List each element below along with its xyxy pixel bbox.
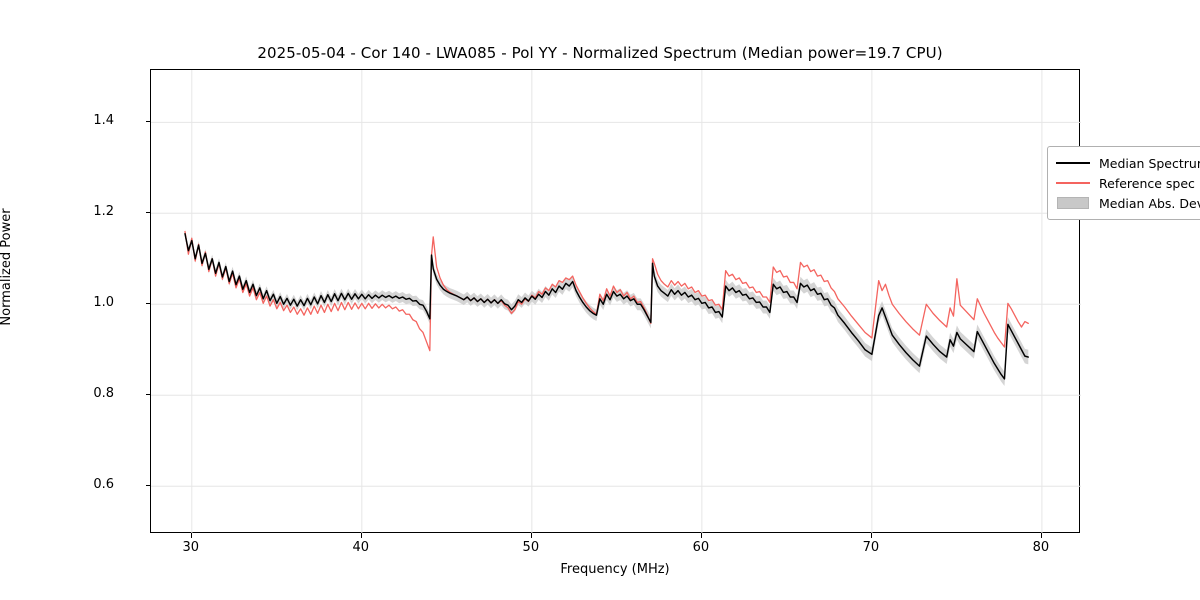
x-tick-label: 70 (862, 540, 880, 555)
x-tick-mark (360, 533, 362, 538)
y-tick-label: 1.2 (93, 204, 114, 220)
y-tick-mark (146, 394, 151, 396)
x-tick-mark (700, 533, 702, 538)
legend-swatch-line-icon (1056, 176, 1090, 190)
legend-label: Median Spectrum (1099, 155, 1200, 171)
x-tick-label: 80 (1032, 540, 1050, 555)
x-tick-mark (190, 533, 192, 538)
legend[interactable]: Median Spectrum Reference spec Median Ab… (1047, 146, 1200, 220)
y-tick-label: 1.0 (93, 295, 114, 311)
legend-label: Reference spec (1099, 175, 1195, 191)
x-tick-mark (1040, 533, 1042, 538)
plot-axes: Median Spectrum Reference spec Median Ab… (150, 69, 1200, 534)
median-abs-dev-band (185, 229, 1029, 387)
y-tick-label: 1.4 (93, 113, 114, 129)
y-tick-mark (146, 485, 151, 487)
legend-item-median-spectrum[interactable]: Median Spectrum (1056, 153, 1200, 173)
x-tick-label: 40 (352, 540, 370, 555)
legend-swatch-line-icon (1056, 156, 1090, 170)
reference-spec-line (184, 230, 1029, 352)
x-axis-label: Frequency (MHz) (560, 562, 670, 577)
legend-label: Median Abs. Dev. (1099, 195, 1200, 211)
y-tick-mark (146, 212, 151, 214)
y-tick-label: 0.8 (93, 386, 114, 402)
page-title: 2025-05-04 - Cor 140 - LWA085 - Pol YY -… (257, 44, 943, 62)
y-axis-label-text: Normalized Power (0, 208, 14, 326)
legend-swatch-patch-icon (1056, 196, 1090, 210)
median-spectrum-line (184, 233, 1030, 380)
legend-item-reference-spec[interactable]: Reference spec (1056, 173, 1200, 193)
x-tick-mark (870, 533, 872, 538)
x-tick-label: 30 (182, 540, 200, 555)
y-tick-mark (146, 303, 151, 305)
x-tick-label: 50 (522, 540, 540, 555)
y-tick-mark (146, 121, 151, 123)
y-tick-label: 0.6 (93, 477, 114, 493)
spectrum-plot (151, 70, 1081, 534)
legend-item-median-abs-dev[interactable]: Median Abs. Dev. (1056, 193, 1200, 213)
x-tick-label: 60 (692, 540, 710, 555)
x-tick-mark (530, 533, 532, 538)
